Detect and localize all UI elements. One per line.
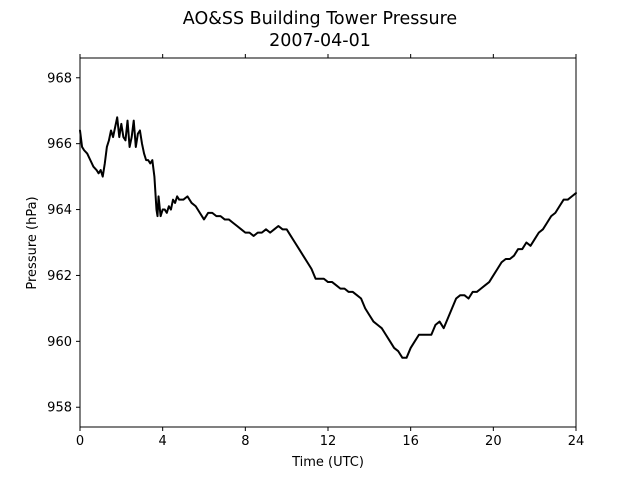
ticks-layer: 0 4 8 12 16 20 24 958 960 962 964 966 968 — [47, 54, 584, 449]
y-tick-label: 960 — [47, 335, 72, 350]
y-axis-label: Pressure (hPa) — [25, 196, 40, 289]
x-tick-label: 20 — [485, 434, 502, 449]
y-tick-label: 962 — [47, 269, 72, 284]
chart-title: AO&SS Building Tower Pressure — [183, 9, 457, 29]
y-tick-label: 964 — [47, 203, 72, 218]
x-tick-label: 8 — [241, 434, 249, 449]
x-tick-label: 12 — [320, 434, 337, 449]
x-tick-label: 4 — [159, 434, 167, 449]
x-tick-label: 24 — [568, 434, 585, 449]
plot-area-frame — [79, 57, 577, 428]
chart-subtitle: 2007-04-01 — [269, 31, 371, 51]
y-tick-label: 958 — [47, 401, 72, 416]
x-tick-label: 0 — [76, 434, 84, 449]
x-axis-label: Time (UTC) — [291, 455, 364, 470]
series-line-0 — [79, 116, 577, 359]
series-layer — [79, 116, 577, 359]
y-tick-label: 968 — [47, 71, 72, 86]
x-tick-label: 16 — [402, 434, 419, 449]
y-tick-label: 966 — [47, 137, 72, 152]
